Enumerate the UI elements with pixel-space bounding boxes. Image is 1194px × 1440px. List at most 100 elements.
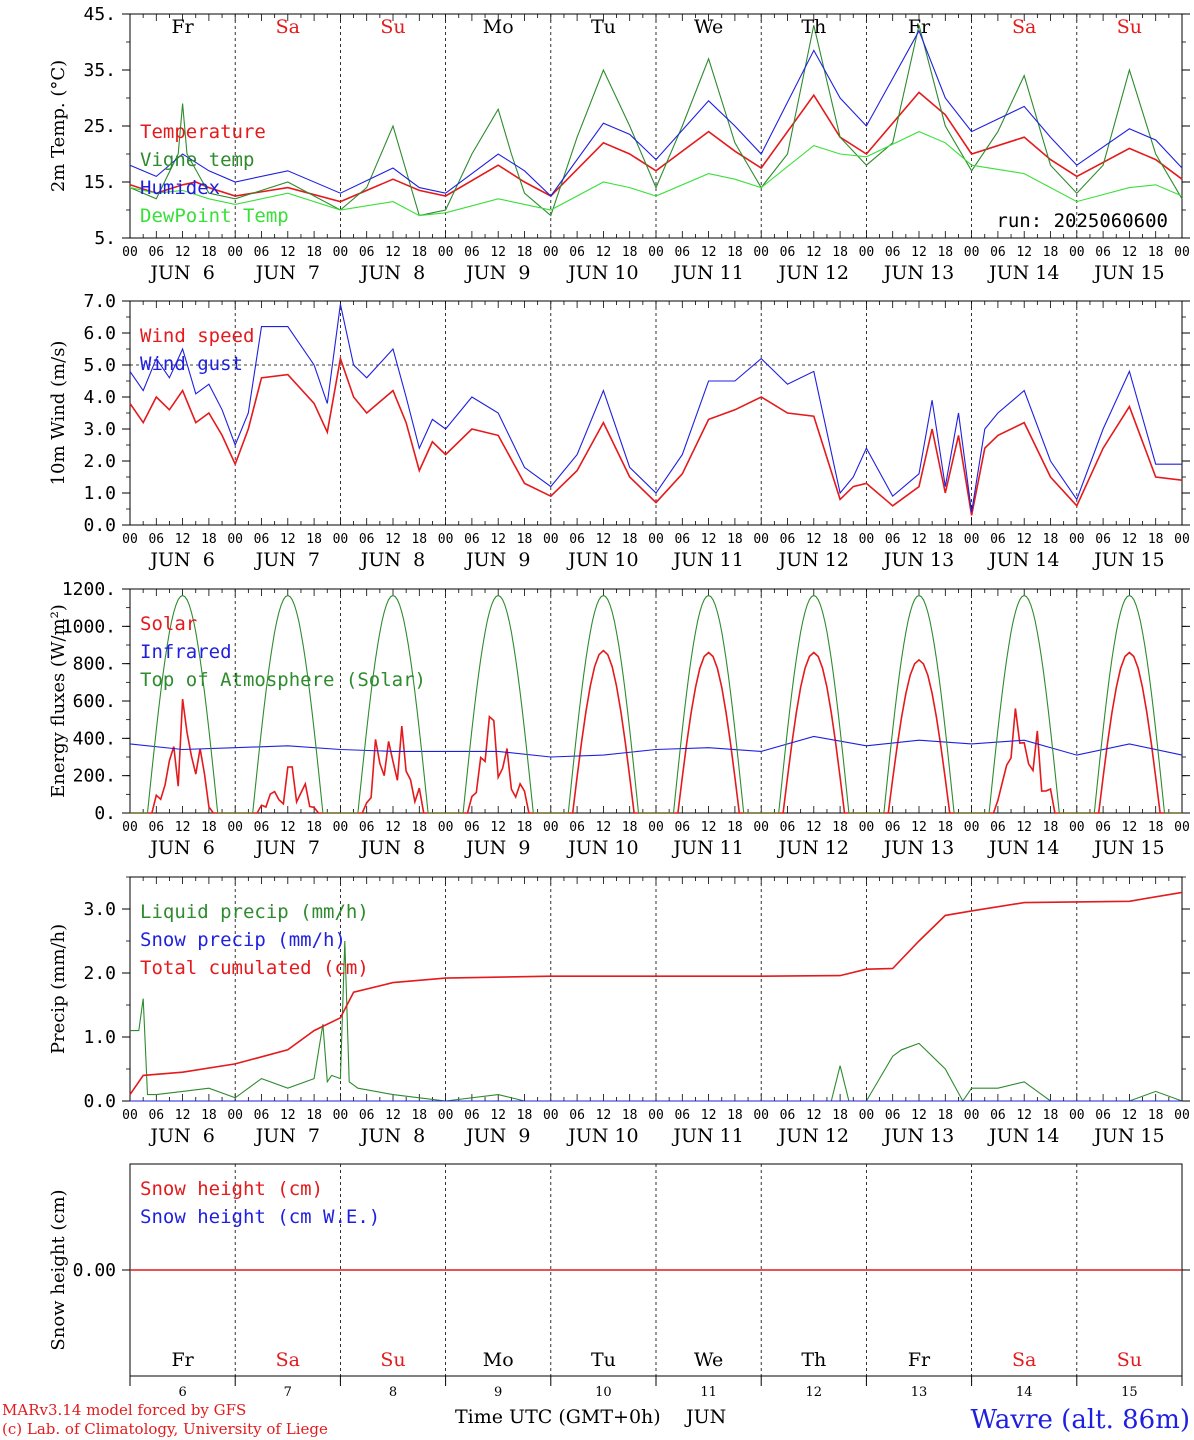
hour-label: 06 [780,245,796,260]
hour-label: 00 [648,245,664,260]
hour-label: 00 [122,820,138,835]
hour-label: 18 [1043,532,1059,547]
hour-label: 00 [333,532,349,547]
date-label: JUN 7 [254,262,320,284]
hour-label: 18 [727,1108,743,1123]
hour-label: 12 [1016,820,1032,835]
hour-label: 06 [674,532,690,547]
hour-label: 12 [175,820,191,835]
legend-entry: Wind gust [140,353,243,375]
weekday-label-bottom: Sa [1012,1349,1036,1371]
y-tick-label: 600. [73,691,116,712]
hour-label: 18 [937,245,953,260]
y-tick-label: 5.0 [83,355,116,376]
date-label: JUN 8 [359,262,425,284]
hour-label: 06 [254,820,270,835]
hour-label: 12 [385,245,401,260]
hour-label: 06 [569,532,585,547]
hour-label: 18 [832,820,848,835]
date-label: JUN 12 [777,549,849,571]
hour-label: 18 [832,532,848,547]
credit-line-1: MARv3.14 model forced by GFS [2,1401,246,1419]
hour-label: 00 [227,1108,243,1123]
hour-label: 12 [490,245,506,260]
hour-label: 06 [780,1108,796,1123]
hour-label: 00 [438,532,454,547]
hour-label: 06 [674,1108,690,1123]
hour-label: 18 [832,245,848,260]
hour-label: 06 [359,820,375,835]
hour-label: 06 [885,532,901,547]
date-label: JUN 6 [148,837,214,859]
panel-4: 00 06 12 18 00 06 12 18 00 06 12 18 00 06 12 18 00 06 12 18… [48,876,1190,1147]
hour-label: 06 [148,1108,164,1123]
weekday-label-top: Fr [908,16,931,38]
y-tick-label: 1.0 [83,1027,116,1048]
hour-label: 00 [964,820,980,835]
date-number: 6 [178,1385,186,1400]
hour-label: 00 [438,245,454,260]
y-tick-label: 2.0 [83,963,116,984]
hour-label: 06 [990,1108,1006,1123]
hour-label: 12 [596,820,612,835]
y-tick-label: 1.0 [83,483,116,504]
series-line-4 [129,130,1183,217]
date-number: 11 [700,1385,717,1400]
legend-entry: Humidex [140,177,220,199]
y-tick-label: 45. [83,4,116,25]
hour-label: 18 [411,245,427,260]
x-axis-label: Time UTC (GMT+0h) [455,1406,661,1428]
hour-label: 00 [964,1108,980,1123]
hour-label: 18 [201,245,217,260]
y-axis-label: 10m Wind (m/s) [48,341,69,486]
date-label: JUN 13 [882,262,954,284]
hour-label: 00 [227,532,243,547]
date-label: JUN 6 [148,1125,214,1147]
y-axis-label: Snow height (cm) [48,1189,69,1350]
hour-label: 12 [701,820,717,835]
legend-entry: Top of Atmosphere (Solar) [140,669,426,691]
weekday-label-bottom: We [694,1349,723,1371]
y-tick-label: 1200. [62,579,116,600]
hour-label: 00 [438,820,454,835]
date-label: JUN 9 [464,262,530,284]
hour-label: 18 [306,532,322,547]
date-label: JUN 13 [882,549,954,571]
hour-label: 00 [1069,820,1085,835]
hour-label: 06 [464,820,480,835]
hour-label: 18 [306,1108,322,1123]
date-number: 13 [911,1385,928,1400]
hour-label: 00 [543,1108,559,1123]
y-tick-label: 15. [83,172,116,193]
hour-label: 00 [333,245,349,260]
hour-label: 00 [753,820,769,835]
weekday-label-top: Su [1117,16,1142,38]
series-line-2 [129,304,1182,513]
location-label: Wavre (alt. 86m) [970,1405,1190,1435]
hour-label: 12 [1122,1108,1138,1123]
hour-label: 12 [596,245,612,260]
hour-label: 06 [464,1108,480,1123]
series-line-1 [130,940,1183,1103]
date-number: 14 [1016,1385,1033,1400]
credit-line-2: (c) Lab. of Climatology, University of L… [2,1420,328,1438]
y-tick-label: 2.0 [83,451,116,472]
hour-label: 00 [753,532,769,547]
hour-label: 12 [175,1108,191,1123]
run-label: run: 2025060600 [996,210,1168,232]
legend-entry: Vigne temp [140,149,254,171]
hour-label: 06 [359,1108,375,1123]
y-tick-label: 0.0 [83,515,116,536]
date-label: JUN 11 [671,262,743,284]
hour-label: 00 [753,1108,769,1123]
hour-label: 06 [990,245,1006,260]
hour-label: 18 [727,820,743,835]
hour-label: 12 [701,245,717,260]
month-label: JUN [684,1406,726,1428]
weekday-label-top: We [694,16,723,38]
legend-entry: DewPoint Temp [140,205,289,227]
hour-label: 12 [280,245,296,260]
hour-label: 00 [122,245,138,260]
hour-label: 00 [227,820,243,835]
